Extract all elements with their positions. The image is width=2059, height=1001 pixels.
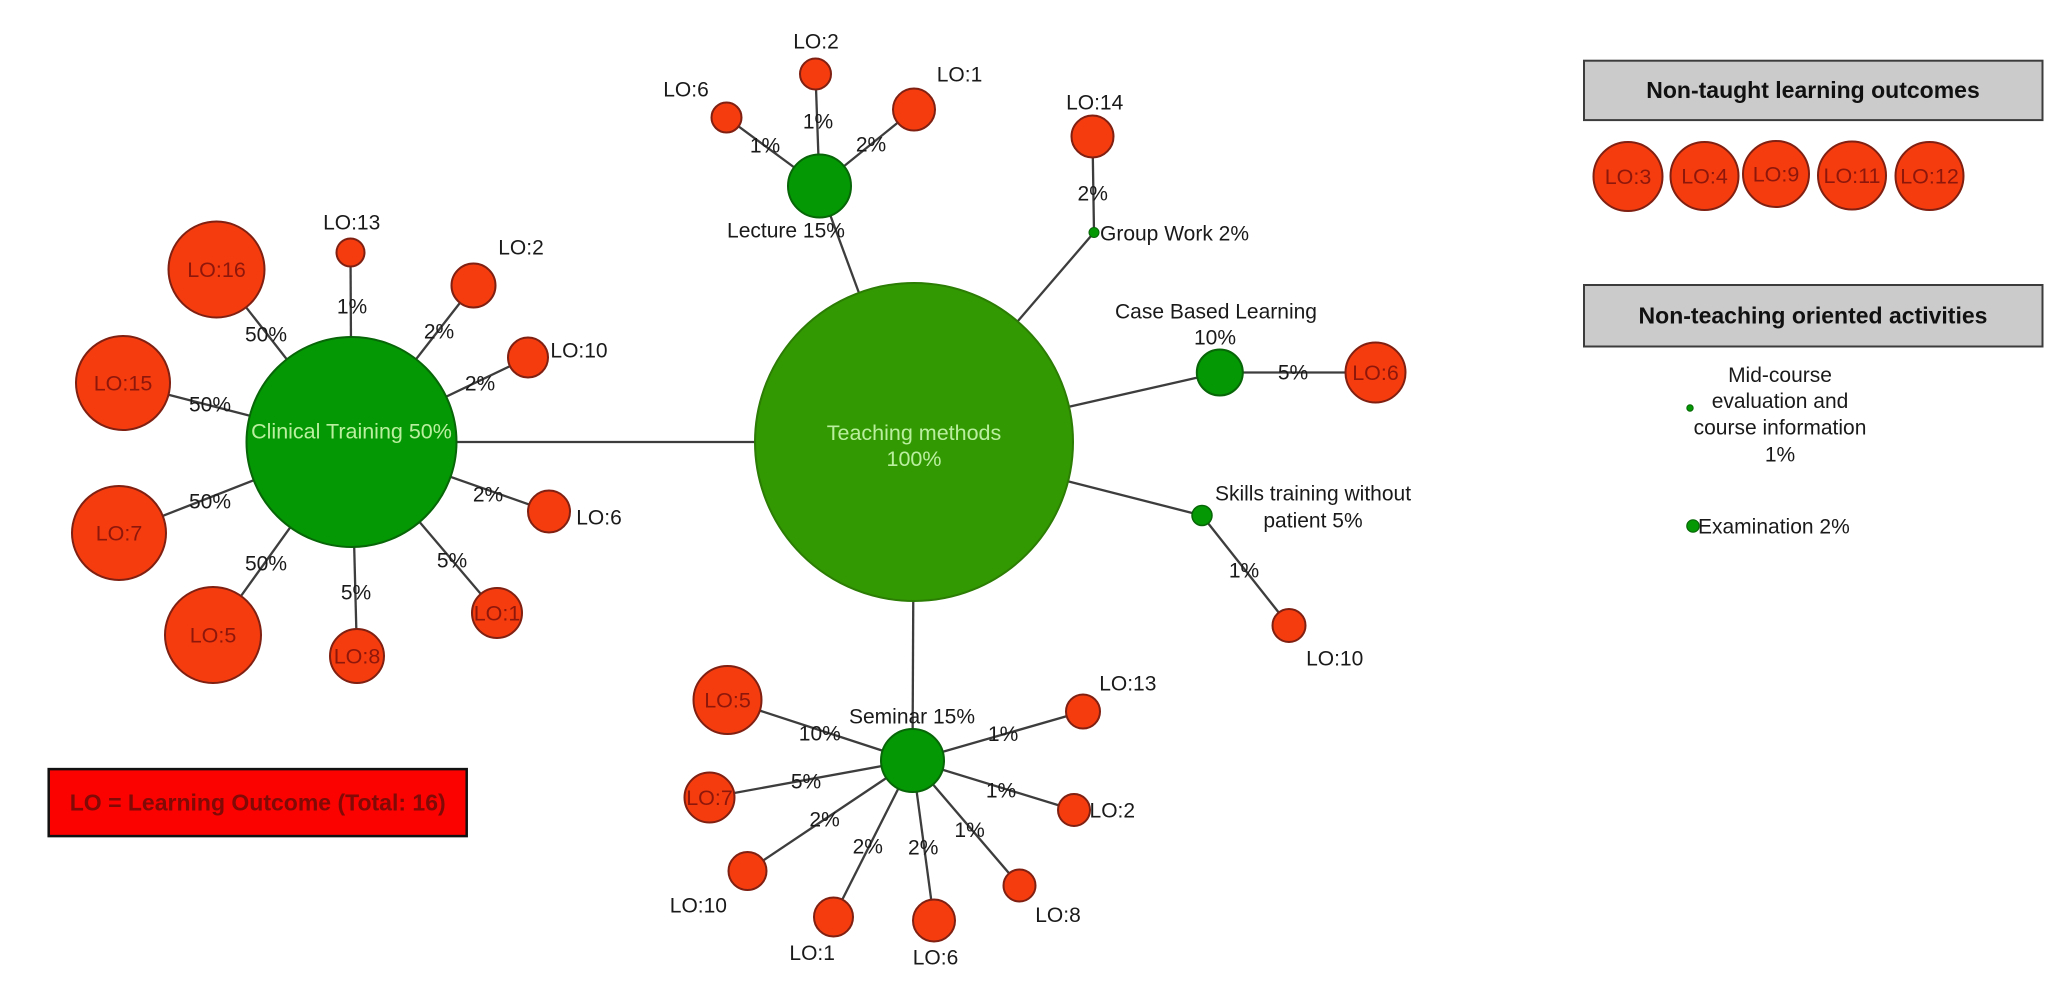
- svg-text:LO:12: LO:12: [1900, 165, 1959, 189]
- svg-text:Non-teaching oriented activiti: Non-teaching oriented activities: [1639, 303, 1988, 329]
- svg-text:2%: 2%: [473, 484, 503, 507]
- svg-text:LO:2: LO:2: [1090, 799, 1136, 822]
- svg-text:LO:6: LO:6: [1352, 361, 1399, 385]
- svg-text:LO:4: LO:4: [1681, 165, 1728, 189]
- svg-text:Examination 2%: Examination 2%: [1698, 516, 1850, 539]
- svg-text:2%: 2%: [424, 321, 454, 344]
- svg-text:Mid-course: Mid-course: [1728, 364, 1832, 387]
- svg-text:1%: 1%: [988, 723, 1018, 746]
- svg-text:LO:13: LO:13: [1099, 673, 1156, 696]
- svg-text:LO:14: LO:14: [1066, 92, 1124, 115]
- svg-text:Seminar 15%: Seminar 15%: [849, 706, 975, 729]
- svg-text:5%: 5%: [1278, 362, 1308, 385]
- svg-text:LO:7: LO:7: [686, 786, 733, 810]
- svg-text:Clinical Training 50%: Clinical Training 50%: [251, 420, 452, 444]
- svg-text:10%: 10%: [1194, 327, 1236, 350]
- svg-text:Teaching methods: Teaching methods: [827, 421, 1002, 445]
- svg-text:LO:16: LO:16: [187, 258, 246, 282]
- svg-text:LO:10: LO:10: [670, 894, 727, 917]
- svg-text:LO:15: LO:15: [94, 372, 153, 396]
- svg-text:LO = Learning Outcome (Total:: LO = Learning Outcome (Total: 16): [70, 790, 446, 816]
- svg-text:5%: 5%: [437, 550, 467, 573]
- svg-text:10%: 10%: [799, 722, 841, 745]
- svg-text:50%: 50%: [189, 394, 231, 417]
- svg-text:LO:7: LO:7: [96, 522, 143, 546]
- svg-text:2%: 2%: [1078, 183, 1108, 206]
- svg-text:50%: 50%: [245, 324, 287, 347]
- svg-text:LO:2: LO:2: [793, 31, 839, 54]
- svg-text:1%: 1%: [986, 779, 1016, 802]
- svg-text:LO:1: LO:1: [789, 942, 835, 965]
- svg-text:1%: 1%: [1229, 560, 1259, 583]
- svg-text:5%: 5%: [791, 770, 821, 793]
- svg-text:LO:11: LO:11: [1824, 164, 1881, 188]
- svg-text:LO:6: LO:6: [663, 79, 709, 102]
- svg-text:LO:8: LO:8: [334, 645, 381, 669]
- svg-text:LO:13: LO:13: [323, 212, 380, 235]
- svg-text:100%: 100%: [887, 447, 942, 471]
- svg-text:2%: 2%: [853, 836, 883, 859]
- svg-text:1%: 1%: [337, 296, 367, 319]
- svg-text:2%: 2%: [908, 837, 938, 860]
- svg-text:LO:1: LO:1: [474, 602, 521, 626]
- svg-text:LO:2: LO:2: [498, 237, 544, 260]
- svg-text:1%: 1%: [803, 111, 833, 134]
- svg-text:2%: 2%: [809, 808, 839, 831]
- svg-text:LO:6: LO:6: [576, 507, 622, 530]
- svg-text:Non-taught learning outcomes: Non-taught learning outcomes: [1646, 77, 1980, 103]
- svg-text:50%: 50%: [245, 553, 287, 576]
- svg-text:1%: 1%: [1765, 443, 1795, 466]
- svg-text:1%: 1%: [954, 819, 984, 842]
- svg-text:2%: 2%: [465, 373, 495, 396]
- svg-text:evaluation and: evaluation and: [1712, 390, 1849, 413]
- svg-text:Group Work 2%: Group Work 2%: [1100, 223, 1249, 246]
- svg-text:Case Based Learning: Case Based Learning: [1115, 301, 1317, 324]
- svg-text:LO:10: LO:10: [550, 340, 607, 363]
- svg-text:LO:10: LO:10: [1306, 648, 1363, 671]
- svg-text:LO:3: LO:3: [1605, 165, 1652, 189]
- svg-text:patient 5%: patient 5%: [1263, 510, 1362, 533]
- svg-text:Lecture 15%: Lecture 15%: [727, 220, 845, 243]
- svg-text:50%: 50%: [189, 491, 231, 514]
- svg-text:2%: 2%: [856, 134, 886, 157]
- svg-text:LO:5: LO:5: [704, 689, 751, 713]
- svg-text:LO:1: LO:1: [937, 64, 983, 87]
- svg-text:LO:6: LO:6: [913, 946, 959, 969]
- svg-text:5%: 5%: [341, 582, 371, 605]
- svg-text:course information: course information: [1694, 417, 1867, 440]
- svg-text:1%: 1%: [750, 135, 780, 158]
- svg-text:LO:5: LO:5: [190, 624, 237, 648]
- svg-text:Skills training without: Skills training without: [1215, 483, 1411, 506]
- svg-text:LO:8: LO:8: [1035, 904, 1081, 927]
- svg-text:LO:9: LO:9: [1753, 163, 1800, 187]
